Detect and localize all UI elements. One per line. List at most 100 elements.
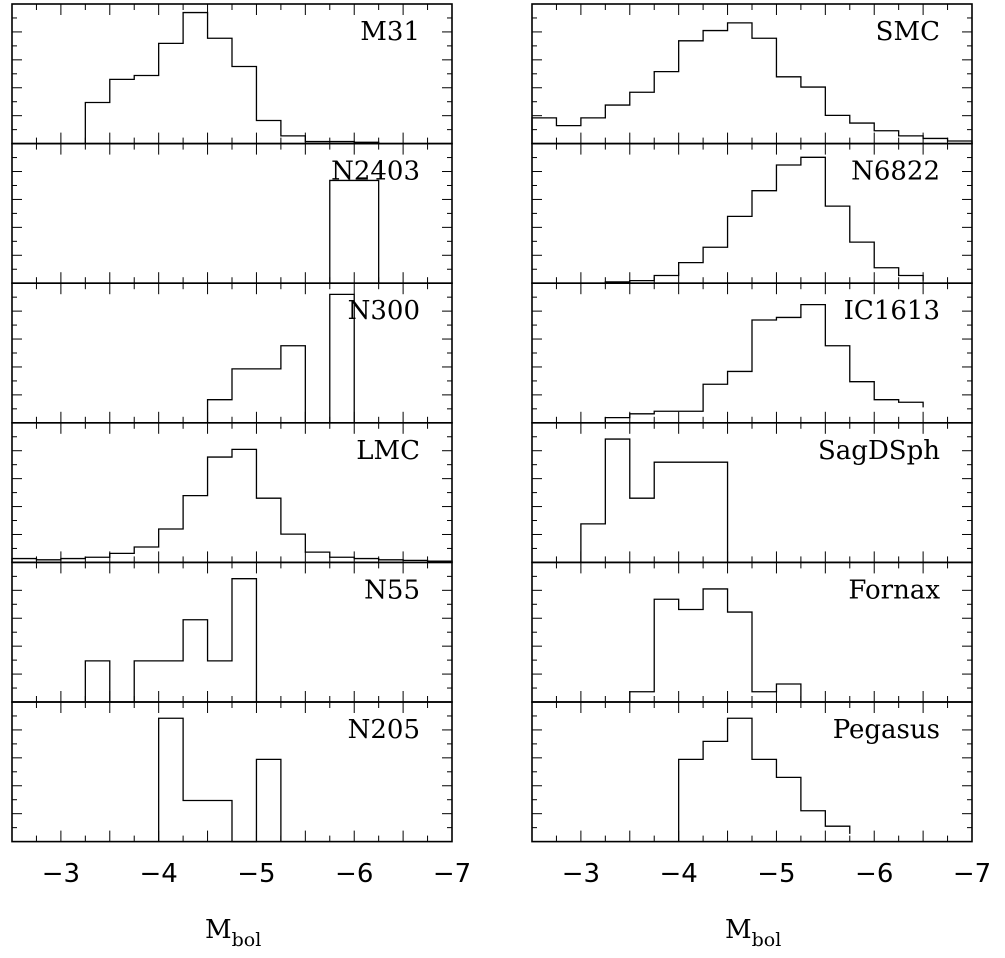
x-tick-label: −5 [757,859,795,889]
panel-label: N2403 [331,157,420,187]
histogram-bin [703,462,727,562]
histogram-n55 [84,578,258,703]
histogram-bin [134,547,158,562]
histogram-bin [654,72,678,144]
panel-label: Fornax [848,575,940,605]
histogram-bin [752,191,776,283]
left-xlabel: Mbol [205,915,261,951]
x-tick-label: −3 [562,859,600,889]
right-histogram-column: SMC N6822 IC1613 SagDSph Fornax Pegasus −3 −4 −5… [531,3,991,889]
histogram-bin [703,247,727,283]
histogram-bin [85,661,109,702]
histogram-m31 [84,11,404,145]
panel-label: SagDSph [818,436,940,466]
histogram-bin [183,800,207,841]
histogram-bin [850,382,874,423]
histogram-n6822 [604,156,924,284]
histogram-bin [679,411,703,423]
histogram-bin [581,118,605,144]
histogram-bin [281,346,305,423]
histogram-n205 [158,717,282,843]
x-tick-label: −4 [660,859,698,889]
histogram-bin [110,553,134,562]
histogram-bin [899,136,923,144]
histogram-bin [654,599,678,702]
histogram-n300 [206,293,355,424]
histogram-bin [728,718,752,841]
x-tick-label: −7 [953,859,991,889]
histogram-bin [728,612,752,702]
histogram-smc [531,22,973,144]
panel-label: N6822 [851,157,940,187]
histogram-bin [232,449,256,562]
panel-label: N300 [348,296,420,326]
histogram-bin [776,317,800,422]
histogram-bin [605,439,629,562]
histogram-bin [159,43,183,143]
histogram-bin [208,661,232,702]
histogram-bin [850,242,874,283]
histogram-fornax [629,588,802,702]
histogram-bin [874,400,898,423]
x-tick-label: −6 [335,859,373,889]
histogram-bin [679,759,703,841]
left-histogram-column: M31 N2403 N300 LMC N55 N205 −3 −4 −5 −6 −7 [11,3,471,889]
x-tick-label: −3 [42,859,80,889]
panel-smc: SMC [531,3,973,145]
x-tick-label: −4 [140,859,178,889]
histogram-bin [899,275,923,283]
histogram-bin [679,610,703,702]
histogram-bin [752,320,776,423]
histogram-bin [654,411,678,423]
histogram-bin [581,524,605,563]
histogram-bin [605,105,629,144]
panel-fornax: Fornax [531,561,973,703]
histogram-ic1613 [604,303,924,423]
histogram-bin [330,180,354,283]
histogram-bin [85,102,109,143]
histogram-bin [703,31,727,144]
histogram-bin [654,462,678,562]
histogram-bin [752,38,776,143]
histogram-bin [825,826,849,841]
histogram-bin [208,38,232,143]
x-tick-label: −7 [433,859,471,889]
histogram-bin [776,77,800,144]
histogram-n2403 [329,179,380,284]
histogram-bin [134,661,158,702]
histogram-bin [654,275,678,283]
x-tick-label: −5 [237,859,275,889]
histogram-bin [232,67,256,144]
panel-n6822: N6822 [531,142,973,285]
histogram-bin [630,92,654,143]
histogram-bin [532,118,556,144]
histogram-bin [776,684,800,702]
histogram-bin [728,371,752,422]
histogram-bin [305,552,329,562]
histogram-bin [801,305,825,423]
histogram-bin [752,692,776,702]
histogram-bin [899,402,923,423]
histogram-bin [776,777,800,841]
histogram-bin [232,369,256,423]
panel-sagdsph: SagDSph [531,421,973,564]
histogram-bin [208,800,232,841]
panel-n55: N55 [11,561,453,703]
histogram-sagdsph [580,438,729,563]
histogram-bin [208,457,232,562]
panel-label: N55 [364,575,420,605]
histogram-bin [801,87,825,144]
histogram-bin [183,13,207,144]
histogram-bin [281,534,305,562]
histogram-bin [728,23,752,144]
histogram-lmc [11,448,453,563]
histogram-bin [159,661,183,702]
histogram-bin [825,206,849,283]
histogram-bin [630,414,654,423]
histogram-bin [110,79,134,143]
histogram-bin [874,268,898,283]
histogram-bin [679,462,703,562]
panel-label: SMC [876,17,940,47]
panel-pegasus: Pegasus [531,701,973,843]
